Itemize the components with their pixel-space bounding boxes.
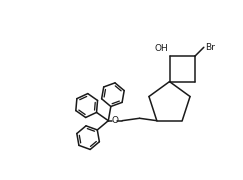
Text: OH: OH (155, 44, 168, 53)
Text: Br: Br (205, 43, 215, 52)
Text: O: O (112, 116, 119, 125)
